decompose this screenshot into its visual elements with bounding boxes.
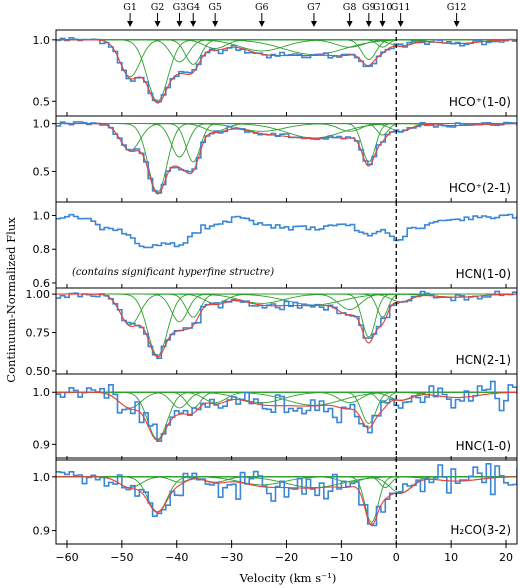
component-arrow-head — [310, 21, 317, 27]
total-fit-curve — [56, 476, 517, 527]
component-label-g9: G9 — [362, 2, 376, 13]
panel-frame — [55, 115, 518, 203]
panel-label: HCO⁺(1-0) — [449, 95, 511, 109]
observed-spectrum — [56, 213, 517, 249]
component-arrow-head — [258, 21, 265, 27]
y-tick-label: 0.9 — [33, 438, 51, 451]
component-arrow-head — [397, 21, 404, 27]
component-label-g5: G5 — [208, 2, 222, 13]
y-tick-label: 0.75 — [26, 327, 51, 340]
total-fit-curve — [56, 123, 517, 195]
component-label-g7: G7 — [307, 2, 321, 13]
x-tick-label: −50 — [110, 551, 133, 564]
y-axis-title: Continuum-Normalized Flux — [4, 217, 18, 383]
panel-1: 0.5 1.0 HCO⁺(2-1) — [33, 115, 518, 203]
component-fit-curve — [56, 476, 517, 513]
panel-label: HNC(1-0) — [456, 439, 511, 453]
x-tick-label: 0 — [393, 551, 400, 564]
y-tick-label: 1.0 — [33, 209, 51, 222]
component-label-g11: G11 — [391, 2, 411, 13]
component-fit-curve — [56, 476, 517, 489]
component-arrow-head — [127, 21, 134, 27]
component-arrow-head — [346, 21, 353, 27]
component-fit-curve — [56, 476, 517, 489]
x-tick-label: −40 — [165, 551, 188, 564]
component-fit-curve — [56, 476, 517, 489]
panel-frame — [55, 457, 518, 545]
panel-5: 0.9 1.0 H₂CO(3-2) — [33, 457, 518, 545]
x-axis: −60 −50 −40 −30 −20 −10 0 10 20 — [55, 544, 513, 564]
x-axis-title: Velocity (km s⁻¹) — [239, 571, 337, 585]
x-tick-label: −60 — [55, 551, 78, 564]
y-tick-label: 0.5 — [33, 95, 51, 108]
panel-frame — [55, 373, 518, 461]
component-arrow-head — [190, 21, 197, 27]
component-fit-curve — [56, 123, 517, 163]
observed-spectrum — [56, 380, 517, 442]
component-arrow-head — [154, 21, 161, 27]
total-fit-curve — [56, 39, 517, 104]
x-tick-label: 10 — [444, 551, 458, 564]
component-arrow-head — [365, 21, 372, 27]
component-arrow-head — [453, 21, 460, 27]
observed-spectrum — [56, 463, 517, 527]
x-tick-label: −10 — [330, 551, 353, 564]
total-fit-curve — [56, 293, 517, 358]
observed-spectrum — [56, 37, 517, 103]
y-tick-label: 1.0 — [33, 118, 51, 131]
y-tick-label: 0.5 — [33, 165, 51, 178]
component-fit-curve — [56, 476, 517, 494]
y-tick-label: 1.0 — [33, 471, 51, 484]
y-tick-label: 0.6 — [33, 277, 51, 290]
panel-4: 0.9 1.0 HNC(1-0) — [33, 373, 518, 461]
component-fit-curve — [56, 123, 517, 158]
component-arrow-head — [176, 21, 183, 27]
component-label-g12: G12 — [447, 2, 467, 13]
panel-label: HCN(1-0) — [456, 267, 511, 281]
x-tick-label: −20 — [275, 551, 298, 564]
component-fit-curve — [56, 293, 517, 323]
component-label-g3: G3 — [173, 2, 187, 13]
y-tick-label: 0.9 — [33, 525, 51, 538]
component-arrow-head — [212, 21, 219, 27]
y-tick-label: 1.0 — [33, 386, 51, 399]
panel-3: 0.50 0.75 1.00 HCN(2-1) — [26, 287, 518, 378]
component-label-g6: G6 — [255, 2, 269, 13]
panel-2: 0.6 0.8 1.0 HCN(1-0) (contains significant h… — [33, 201, 518, 290]
x-tick-label: −30 — [220, 551, 243, 564]
component-arrow-head — [379, 21, 386, 27]
panel-label: HCN(2-1) — [456, 353, 511, 367]
total-fit-curve — [56, 391, 517, 441]
component-fit-curve — [56, 293, 517, 357]
spectral-panels: 0.5 1.0 HCO⁺(1-0) 0.5 1.0 HCO⁺(2-1) 0.6 0.8 1.0 H… — [26, 29, 518, 545]
component-label-g10: G10 — [373, 2, 393, 13]
panel-note: (contains significant hyperfine structre… — [72, 267, 274, 278]
y-tick-label: 0.50 — [26, 365, 51, 378]
component-label-g8: G8 — [343, 2, 357, 13]
y-tick-label: 0.8 — [33, 243, 51, 256]
panel-label: H₂CO(3-2) — [450, 523, 511, 537]
panel-0: 0.5 1.0 HCO⁺(1-0) — [33, 29, 518, 117]
panel-label: HCO⁺(2-1) — [449, 181, 511, 195]
component-fit-curve — [56, 293, 517, 306]
component-label-g4: G4 — [186, 2, 200, 13]
x-tick-label: 20 — [499, 551, 513, 564]
component-label-g2: G2 — [151, 2, 165, 13]
component-fit-curve — [56, 123, 517, 163]
component-label-g1: G1 — [123, 2, 137, 13]
y-tick-label: 1.0 — [33, 34, 51, 47]
y-tick-label: 1.00 — [26, 288, 51, 301]
observed-spectrum — [56, 290, 517, 359]
